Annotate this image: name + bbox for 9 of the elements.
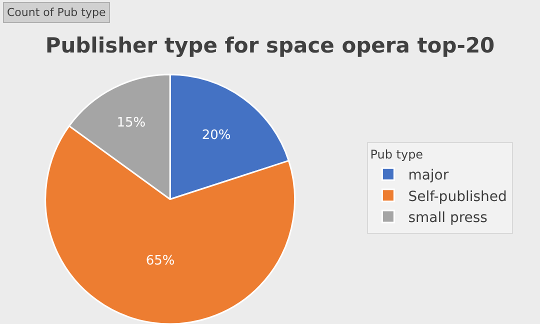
legend-label: major bbox=[408, 168, 449, 184]
text: Count of Pub type bbox=[7, 6, 106, 19]
data-label: 15% bbox=[116, 115, 146, 130]
chart-title: Publisher type for space opera top-20 bbox=[45, 34, 495, 58]
legend-label: Self-published bbox=[408, 188, 507, 205]
data-label: 20% bbox=[202, 128, 231, 144]
data-label: 65% bbox=[146, 253, 175, 268]
legend-label: small press bbox=[408, 210, 488, 226]
legend-title: Pub type bbox=[370, 148, 424, 162]
